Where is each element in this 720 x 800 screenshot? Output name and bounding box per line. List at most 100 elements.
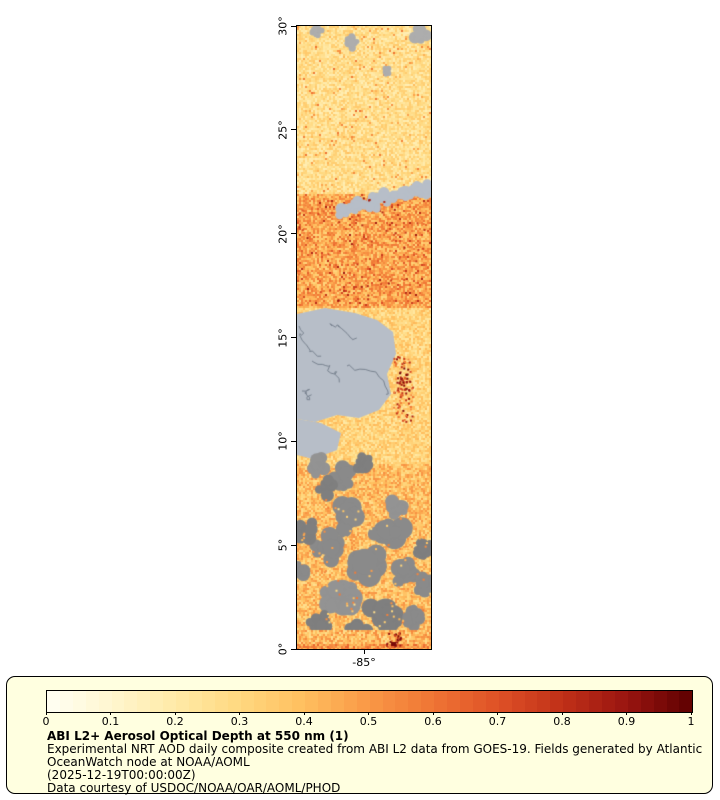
colorbar-tick-label: 0.7 <box>488 715 507 728</box>
legend-line-4: Data courtesy of USDOC/NOAA/OAR/AOML/PHO… <box>47 781 341 795</box>
colorbar-cell <box>498 691 512 712</box>
colorbar-cell <box>524 691 538 712</box>
colorbar-tick-label: 0.9 <box>617 715 636 728</box>
colorbar-cell <box>98 691 112 712</box>
colorbar-tick-mark <box>626 712 627 715</box>
colorbar-tick-label: 0.6 <box>424 715 442 728</box>
longitude-tick-label: -85° <box>352 656 376 669</box>
colorbar-cell <box>72 691 86 712</box>
colorbar-cell <box>201 691 215 712</box>
colorbar-cell <box>59 691 73 712</box>
map-panel: 30° 25° 20° 15° 10° 5° 0° -85° <box>277 16 432 669</box>
colorbar-cell <box>434 691 448 712</box>
latitude-tick-mark <box>291 25 296 27</box>
colorbar-cell <box>653 691 667 712</box>
colorbar-cell <box>679 691 692 712</box>
colorbar-cell <box>472 691 486 712</box>
colorbar-cell <box>150 691 164 712</box>
colorbar-gradient <box>46 690 693 713</box>
colorbar-tick-mark <box>561 712 563 715</box>
legend-line-3: (2025-12-19T00:00:00Z) <box>47 768 196 782</box>
aod-map-canvas <box>297 26 431 649</box>
colorbar-cell <box>343 691 357 712</box>
latitude-tick-label: 10° <box>276 431 290 452</box>
colorbar-cell <box>563 691 577 712</box>
colorbar-cell <box>85 691 99 712</box>
colorbar-tick-mark <box>368 712 369 715</box>
latitude-tick-label: 30° <box>276 16 290 36</box>
latitude-axis: 30° 25° 20° 15° 10° 5° 0° <box>277 16 431 655</box>
longitude-tick-mark <box>363 649 365 654</box>
colorbar-cell <box>240 691 254 712</box>
colorbar-ticks: 0 0.1 0.2 0.3 0.4 0.5 0.6 0.7 0.8 0.9 1 <box>42 712 695 729</box>
colorbar-tick-mark <box>690 712 692 715</box>
colorbar-tick-mark <box>432 712 434 715</box>
colorbar-tick-mark <box>239 712 240 715</box>
latitude-tick-mark <box>291 544 296 546</box>
colorbar-tick-mark <box>110 712 111 715</box>
colorbar-cell <box>369 691 383 712</box>
longitude-axis: -85° <box>297 26 431 669</box>
colorbar-cell <box>666 691 680 712</box>
latitude-tick-mark <box>291 648 296 650</box>
colorbar-cell <box>421 691 435 712</box>
legend-panel: 0 0.1 0.2 0.3 0.4 0.5 0.6 0.7 0.8 0.9 1 ABI L2+ Ae… <box>6 676 713 795</box>
colorbar-cell <box>318 691 331 712</box>
legend-line-2: OceanWatch node at NOAA/AOML <box>47 755 250 769</box>
latitude-tick-mark <box>291 440 296 442</box>
colorbar-cell <box>601 691 615 712</box>
colorbar-cell <box>292 691 306 712</box>
colorbar-cell <box>188 691 202 712</box>
colorbar-cell <box>627 691 641 712</box>
colorbar-cell <box>447 691 460 712</box>
colorbar-cell <box>550 691 564 712</box>
colorbar-tick-label: 0.3 <box>230 715 249 728</box>
colorbar-cell <box>176 691 189 712</box>
colorbar-cell <box>460 691 473 712</box>
latitude-tick-label: 0° <box>276 642 290 656</box>
colorbar-cell <box>614 691 628 712</box>
legend-line-1: Experimental NRT AOD daily composite cre… <box>47 742 703 756</box>
colorbar-cell <box>111 691 125 712</box>
colorbar-cell <box>266 691 280 712</box>
colorbar-tick-label: 0 <box>42 715 50 728</box>
latitude-tick-mark <box>291 337 296 338</box>
colorbar-tick-mark <box>303 712 305 715</box>
colorbar-tick-label: 0.5 <box>359 715 378 728</box>
colorbar-tick-label: 0.1 <box>101 715 120 728</box>
colorbar-tick-label: 0.2 <box>166 715 184 728</box>
caption: ABI L2+ Aerosol Optical Depth at 550 nm … <box>47 730 704 795</box>
legend-title: ABI L2+ Aerosol Optical Depth at 550 nm … <box>47 729 349 743</box>
colorbar-cell <box>330 691 344 712</box>
latitude-tick-label: 5° <box>276 538 290 552</box>
colorbar-tick-mark <box>45 712 47 715</box>
colorbar-tick-label: 0.4 <box>295 715 313 728</box>
colorbar-cell <box>576 691 590 712</box>
colorbar-cell <box>214 691 228 712</box>
colorbar-cell <box>640 691 654 712</box>
latitude-tick-mark <box>291 129 296 131</box>
colorbar-tick-label: 1 <box>687 715 695 728</box>
colorbar-cell <box>137 691 151 712</box>
latitude-tick-label: 20° <box>276 223 290 244</box>
colorbar-cell <box>485 691 499 712</box>
latitude-tick-mark <box>291 233 296 235</box>
colorbar-cell <box>511 691 525 712</box>
colorbar-cell <box>395 691 409 712</box>
colorbar-cell <box>305 691 319 712</box>
colorbar-cell <box>47 691 60 712</box>
colorbar-cell <box>356 691 370 712</box>
colorbar-cell <box>124 691 138 712</box>
latitude-tick-label: 15° <box>276 327 290 348</box>
colorbar-cell <box>537 691 551 712</box>
colorbar-cell <box>163 691 177 712</box>
latitude-tick-label: 25° <box>276 120 290 140</box>
colorbar-cell <box>279 691 293 712</box>
colorbar-cell <box>589 691 602 712</box>
colorbar-tick-label: 0.8 <box>553 715 571 728</box>
colorbar-cell <box>382 691 396 712</box>
colorbar-cell <box>227 691 241 712</box>
colorbar-cell <box>253 691 267 712</box>
